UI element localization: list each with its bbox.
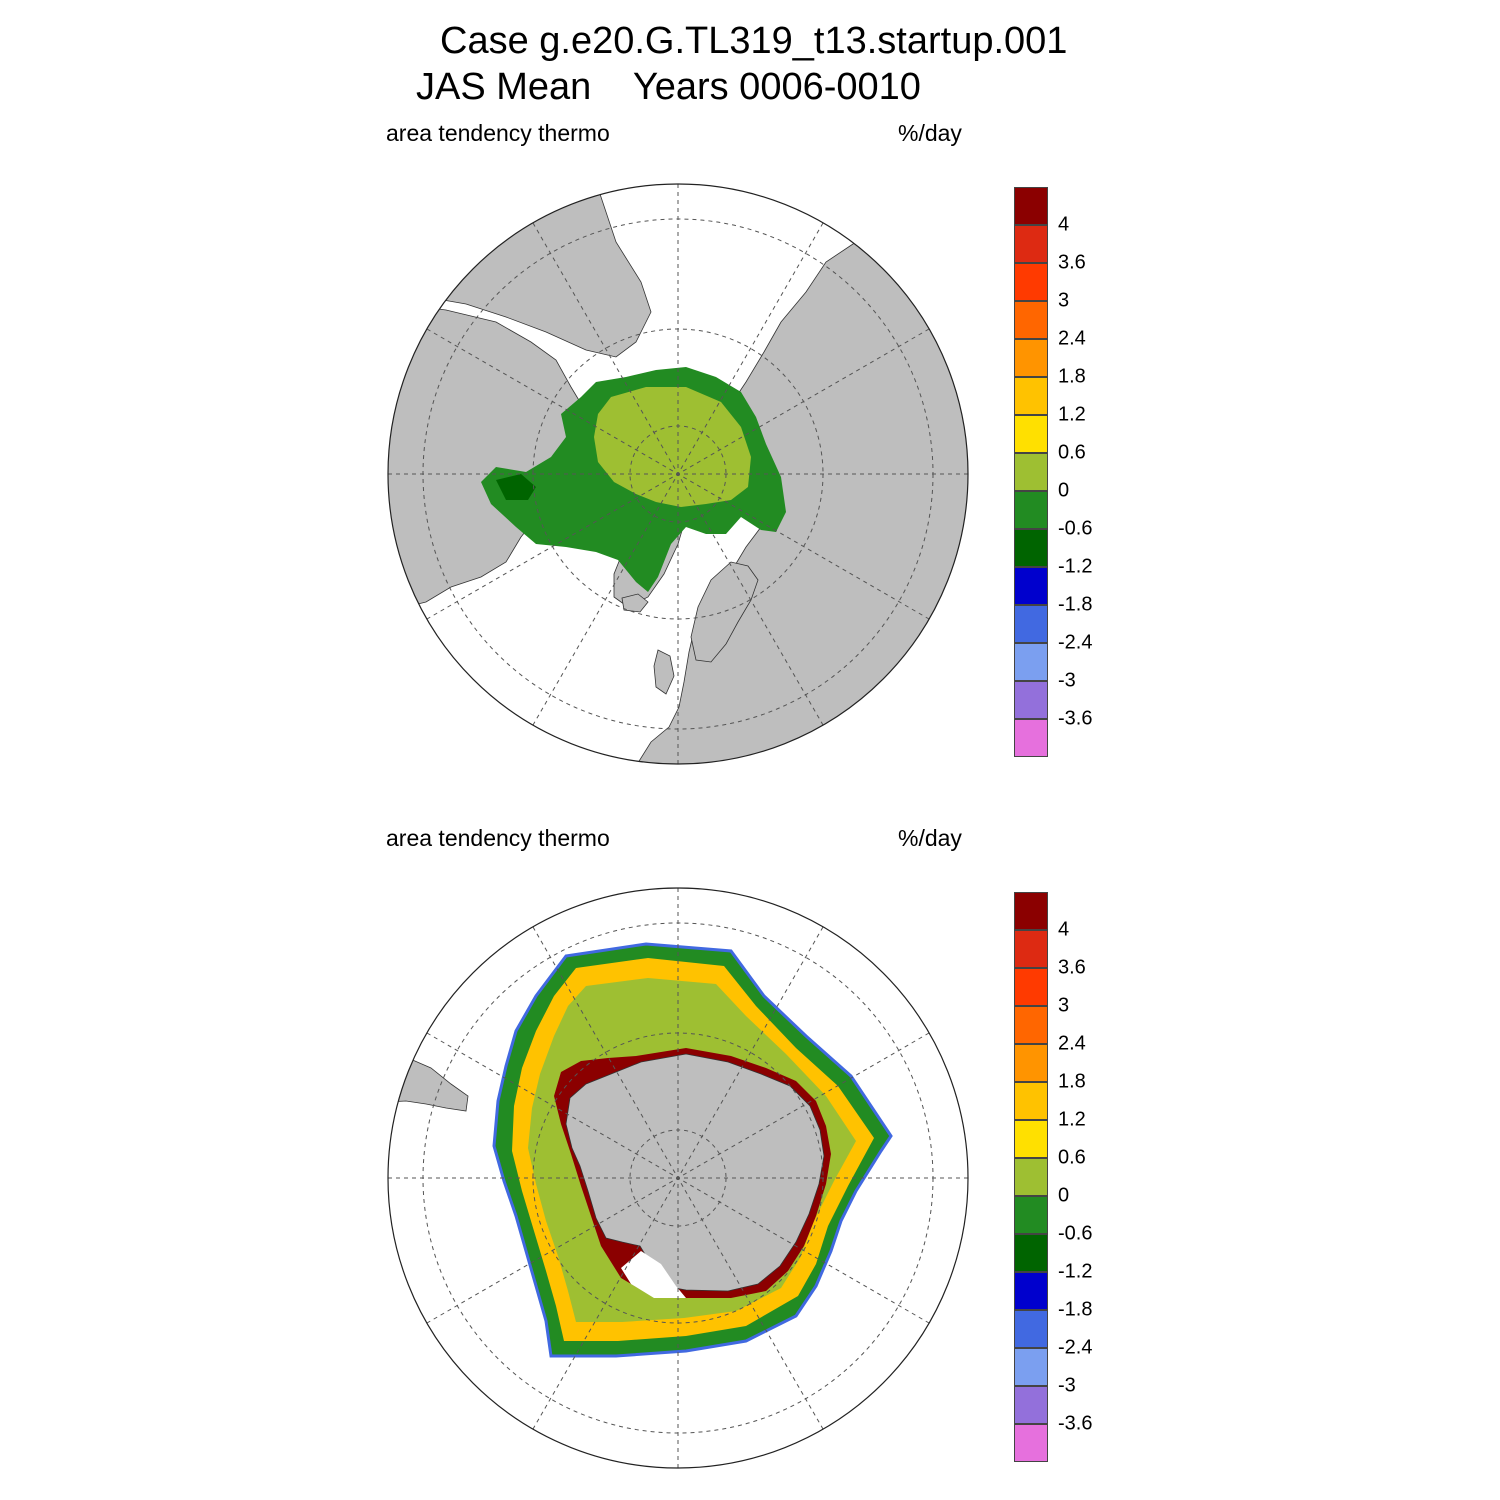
north-colorbar-label: 4 bbox=[1058, 213, 1070, 236]
north-colorbar-label: 1.2 bbox=[1058, 403, 1086, 426]
south-colorbar-label: -0.6 bbox=[1058, 1222, 1093, 1245]
south-units-label: %/day bbox=[898, 825, 962, 851]
south-colorbar-swatch bbox=[1014, 1310, 1048, 1348]
south-colorbar-label: -3.6 bbox=[1058, 1412, 1093, 1435]
north-colorbar-label: -1.2 bbox=[1058, 555, 1093, 578]
north-colorbar-label: -3 bbox=[1058, 669, 1076, 692]
south-colorbar-label: 1.2 bbox=[1058, 1108, 1086, 1131]
south-colorbar-label: -1.8 bbox=[1058, 1298, 1093, 1321]
north-colorbar-label: -2.4 bbox=[1058, 631, 1093, 654]
south-colorbar-label: 1.8 bbox=[1058, 1070, 1086, 1093]
north-colorbar-swatch bbox=[1014, 529, 1048, 567]
north-colorbar-swatch bbox=[1014, 453, 1048, 491]
south-colorbar-swatch bbox=[1014, 1272, 1048, 1310]
south-colorbar-swatch bbox=[1014, 930, 1048, 968]
south-colorbar: 4 3.6 3 2.4 1.8 1.2 0.6 0 -0.6 -1.2 -1.8 -2.4 -3 -3.6 bbox=[1014, 892, 1134, 1462]
north-colorbar-label: 3.6 bbox=[1058, 251, 1086, 274]
south-colorbar-swatch bbox=[1014, 892, 1048, 930]
north-colorbar-label: 0 bbox=[1058, 479, 1070, 502]
north-colorbar-label: -0.6 bbox=[1058, 517, 1093, 540]
north-colorbar-swatch bbox=[1014, 187, 1048, 225]
figure-title-period: JAS Mean Years 0006-0010 bbox=[416, 66, 921, 108]
north-colorbar-swatch bbox=[1014, 491, 1048, 529]
south-colorbar-swatch bbox=[1014, 1158, 1048, 1196]
south-colorbar-label: -3 bbox=[1058, 1374, 1076, 1397]
north-colorbar: 4 3.6 3 2.4 1.8 1.2 0.6 0 -0.6 -1.2 -1.8 -2.4 -3 -3.6 bbox=[1014, 187, 1134, 757]
south-colorbar-swatch bbox=[1014, 1120, 1048, 1158]
north-land-scandinavia bbox=[690, 561, 759, 663]
north-colorbar-label: 1.8 bbox=[1058, 365, 1086, 388]
south-polar-map bbox=[387, 887, 969, 1469]
south-colorbar-swatch bbox=[1014, 968, 1048, 1006]
north-colorbar-label: 3 bbox=[1058, 289, 1070, 312]
north-colorbar-swatch bbox=[1014, 567, 1048, 605]
south-map-border bbox=[387, 887, 969, 1469]
north-colorbar-swatch bbox=[1014, 339, 1048, 377]
south-colorbar-label: -1.2 bbox=[1058, 1260, 1093, 1283]
south-land-antarctica bbox=[565, 1053, 825, 1292]
north-colorbar-swatch bbox=[1014, 719, 1048, 757]
north-colorbar-label: 2.4 bbox=[1058, 327, 1086, 350]
south-colorbar-label: 0 bbox=[1058, 1184, 1070, 1207]
south-colorbar-label: 3 bbox=[1058, 994, 1070, 1017]
south-colorbar-swatch bbox=[1014, 1082, 1048, 1120]
south-colorbar-swatch bbox=[1014, 1424, 1048, 1462]
north-units-label: %/day bbox=[898, 120, 962, 146]
north-graticule bbox=[388, 184, 968, 764]
south-colorbar-swatch bbox=[1014, 1196, 1048, 1234]
south-colorbar-swatch bbox=[1014, 1386, 1048, 1424]
south-graticule bbox=[388, 888, 968, 1468]
north-field-label: area tendency thermo bbox=[386, 120, 610, 146]
north-colorbar-swatch bbox=[1014, 681, 1048, 719]
north-colorbar-swatch bbox=[1014, 605, 1048, 643]
north-colorbar-label: 0.6 bbox=[1058, 441, 1086, 464]
north-colorbar-swatch bbox=[1014, 415, 1048, 453]
north-map-border bbox=[387, 183, 969, 765]
south-colorbar-label: 2.4 bbox=[1058, 1032, 1086, 1055]
north-sea-ice-dark-patch bbox=[496, 474, 536, 500]
south-field-label: area tendency thermo bbox=[386, 825, 610, 851]
south-weddell-sea-gap bbox=[621, 1251, 686, 1298]
south-colorbar-swatch bbox=[1014, 1044, 1048, 1082]
south-colorbar-swatch bbox=[1014, 1006, 1048, 1044]
south-colorbar-swatch bbox=[1014, 1348, 1048, 1386]
south-colorbar-label: 3.6 bbox=[1058, 956, 1086, 979]
south-colorbar-label: -2.4 bbox=[1058, 1336, 1093, 1359]
north-colorbar-label: -3.6 bbox=[1058, 707, 1093, 730]
north-colorbar-swatch bbox=[1014, 377, 1048, 415]
north-polar-map bbox=[387, 183, 969, 765]
south-colorbar-swatch bbox=[1014, 1234, 1048, 1272]
north-land-uk bbox=[653, 649, 675, 695]
north-colorbar-swatch bbox=[1014, 301, 1048, 339]
north-colorbar-label: -1.8 bbox=[1058, 593, 1093, 616]
figure-title-case: Case g.e20.G.TL319_t13.startup.001 bbox=[440, 20, 1068, 62]
north-colorbar-swatch bbox=[1014, 225, 1048, 263]
north-sea-ice-inner bbox=[594, 387, 751, 507]
south-colorbar-label: 4 bbox=[1058, 918, 1070, 941]
north-colorbar-swatch bbox=[1014, 643, 1048, 681]
south-colorbar-label: 0.6 bbox=[1058, 1146, 1086, 1169]
north-colorbar-swatch bbox=[1014, 263, 1048, 301]
